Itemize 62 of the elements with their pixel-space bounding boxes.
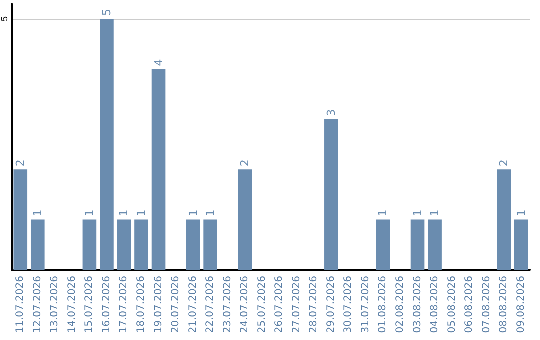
x-tick-label: 24.07.2026 (240, 276, 251, 334)
bar (497, 170, 512, 270)
data-label: 1 (514, 210, 528, 217)
x-tick-label: 18.07.2026 (136, 276, 147, 334)
x-tick-label: 01.08.2026 (378, 276, 389, 334)
x-tick-label: 05.08.2026 (446, 276, 458, 334)
bar (428, 220, 442, 270)
data-label: 2 (14, 160, 28, 167)
bar (238, 170, 252, 270)
bar (324, 119, 338, 270)
data-label: 1 (376, 210, 390, 217)
x-tick-label: 02.08.2026 (395, 276, 406, 334)
x-tick-label: 12.07.2026 (32, 276, 44, 334)
bar (30, 220, 45, 270)
bar (186, 220, 200, 270)
data-label: 3 (324, 109, 338, 116)
x-tick-label: 30.07.2026 (343, 276, 354, 334)
x-tick-label: 23.07.2026 (222, 276, 234, 334)
x-tick-label: 21.07.2026 (188, 276, 199, 334)
x-tick-label: 14.07.2026 (66, 276, 78, 334)
data-label: 1 (428, 210, 442, 217)
x-tick-label: 22.07.2026 (205, 276, 216, 334)
bar (152, 69, 166, 270)
data-label: 1 (186, 210, 200, 217)
x-tick-label: 07.08.2026 (481, 276, 492, 334)
x-tick-label: 19.07.2026 (153, 276, 164, 334)
x-tick-label: 04.08.2026 (430, 276, 441, 334)
data-label: 2 (238, 160, 252, 167)
x-tick-label: 25.07.2026 (256, 276, 268, 334)
bar (376, 220, 390, 270)
x-tick-label: 27.07.2026 (291, 276, 302, 334)
bar (100, 19, 114, 270)
x-tick-label: 09.08.2026 (516, 276, 527, 334)
bar (82, 220, 97, 270)
data-label: 1 (83, 210, 96, 217)
x-tick-label: 28.07.2026 (308, 276, 320, 334)
data-label: 1 (118, 210, 131, 217)
bar (204, 220, 218, 270)
data-label: 1 (411, 210, 424, 217)
x-tick-label: 08.08.2026 (498, 276, 510, 334)
x-tick-label: 20.07.2026 (170, 276, 182, 334)
x-tick-label: 16.07.2026 (101, 276, 112, 334)
bar (134, 220, 148, 270)
data-label: 4 (152, 59, 166, 66)
data-label: 2 (498, 160, 511, 167)
x-tick-label: 03.08.2026 (412, 276, 424, 334)
data-label: 5 (100, 9, 114, 16)
bar (14, 170, 28, 270)
x-tick-label: 26.07.2026 (274, 276, 286, 334)
x-tick-label: 15.07.2026 (84, 276, 96, 334)
x-tick-label: 31.07.2026 (360, 276, 372, 334)
data-label: 1 (31, 210, 44, 217)
x-tick-label: 29.07.2026 (326, 276, 337, 334)
x-tick-label: 06.08.2026 (464, 276, 476, 334)
bar (514, 220, 528, 270)
x-tick-label: 13.07.2026 (50, 276, 61, 334)
x-tick-label: 11.07.2026 (15, 276, 26, 334)
x-tick-label: 17.07.2026 (118, 276, 130, 334)
data-label: 1 (135, 210, 148, 217)
bar (410, 220, 425, 270)
bar (117, 220, 132, 270)
data-label: 1 (204, 210, 218, 217)
